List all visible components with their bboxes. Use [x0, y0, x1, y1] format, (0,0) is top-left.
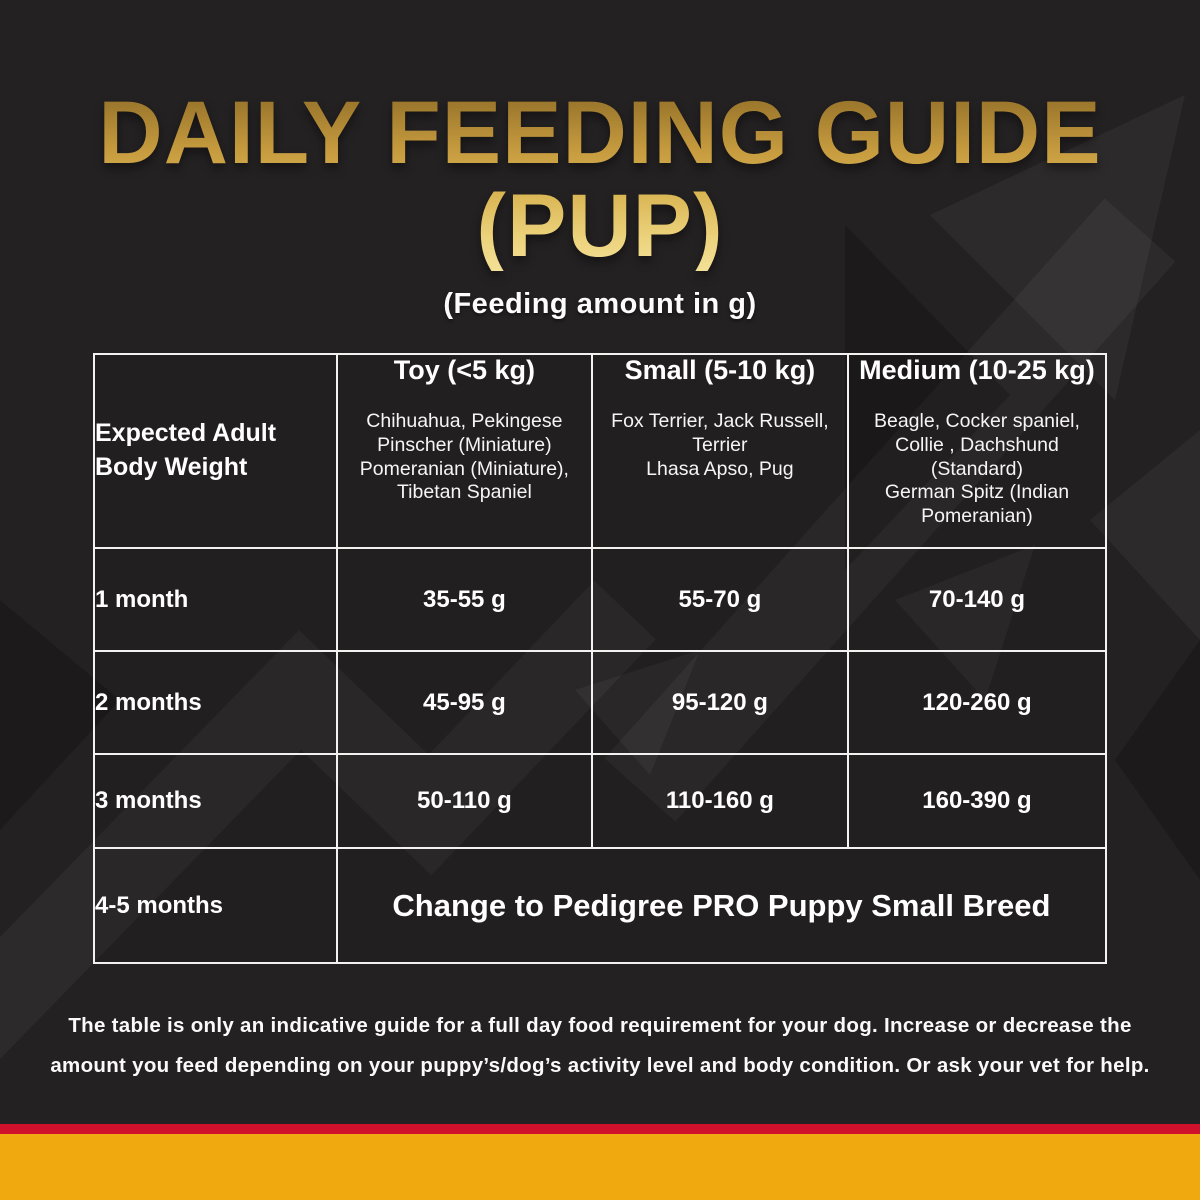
column-breed-list: Beagle, Cocker spaniel, Collie , Dachshu…: [873, 410, 1080, 528]
row-label: 1 month: [93, 547, 338, 652]
table-row: 1 month 35-55 g 55-70 g 70-140 g: [93, 547, 1108, 652]
row-label: 2 months: [93, 650, 338, 755]
feeding-amount: 55-70 g: [590, 547, 849, 652]
feeding-amount: 70-140 g: [846, 547, 1108, 652]
yellow-footer-band: [0, 1134, 1200, 1200]
column-header-medium: Medium (10-25 kg) Beagle, Cocker spaniel…: [846, 353, 1108, 549]
red-stripe: [0, 1124, 1200, 1134]
column-title: Toy (<5 kg): [393, 355, 536, 385]
feeding-amount: 120-260 g: [846, 650, 1108, 755]
corner-header: Expected Adult Body Weight: [93, 353, 338, 549]
page-title-line2: (PUP): [476, 174, 724, 275]
column-breed-list: Chihuahua, Pekingese Pinscher (Miniature…: [359, 410, 569, 504]
feeding-table: Expected Adult Body Weight Toy (<5 kg) C…: [93, 353, 1108, 964]
column-title: Medium (10-25 kg): [859, 355, 1095, 385]
column-breed-list: Fox Terrier, Jack Russell, Terrier Lhasa…: [611, 410, 829, 480]
row-label: 4-5 months: [93, 847, 338, 964]
table-header-row: Expected Adult Body Weight Toy (<5 kg) C…: [93, 353, 1108, 549]
page-subtitle: (Feeding amount in g): [443, 288, 757, 320]
feeding-amount: 50-110 g: [335, 753, 593, 849]
feeding-amount: 110-160 g: [590, 753, 849, 849]
feeding-amount: 35-55 g: [335, 547, 593, 652]
column-header-toy: Toy (<5 kg) Chihuahua, Pekingese Pinsche…: [335, 353, 593, 549]
feeding-amount: 45-95 g: [335, 650, 593, 755]
feeding-amount: 160-390 g: [846, 753, 1108, 849]
row-label: 3 months: [93, 753, 338, 849]
disclaimer-note: The table is only an indicative guide fo…: [50, 1014, 1150, 1077]
feeding-amount: 95-120 g: [590, 650, 849, 755]
column-title: Small (5-10 kg): [624, 355, 816, 385]
table-row: 3 months 50-110 g 110-160 g 160-390 g: [93, 753, 1108, 849]
page-title: DAILY FEEDING GUIDE (PUP): [0, 86, 1200, 271]
column-header-small: Small (5-10 kg) Fox Terrier, Jack Russel…: [590, 353, 849, 549]
page-title-line1: DAILY FEEDING GUIDE: [98, 82, 1102, 182]
table-row: 4-5 months Change to Pedigree PRO Puppy …: [93, 847, 1108, 964]
change-food-note: Change to Pedigree PRO Puppy Small Breed: [335, 847, 1108, 964]
table-row: 2 months 45-95 g 95-120 g 120-260 g: [93, 650, 1108, 755]
